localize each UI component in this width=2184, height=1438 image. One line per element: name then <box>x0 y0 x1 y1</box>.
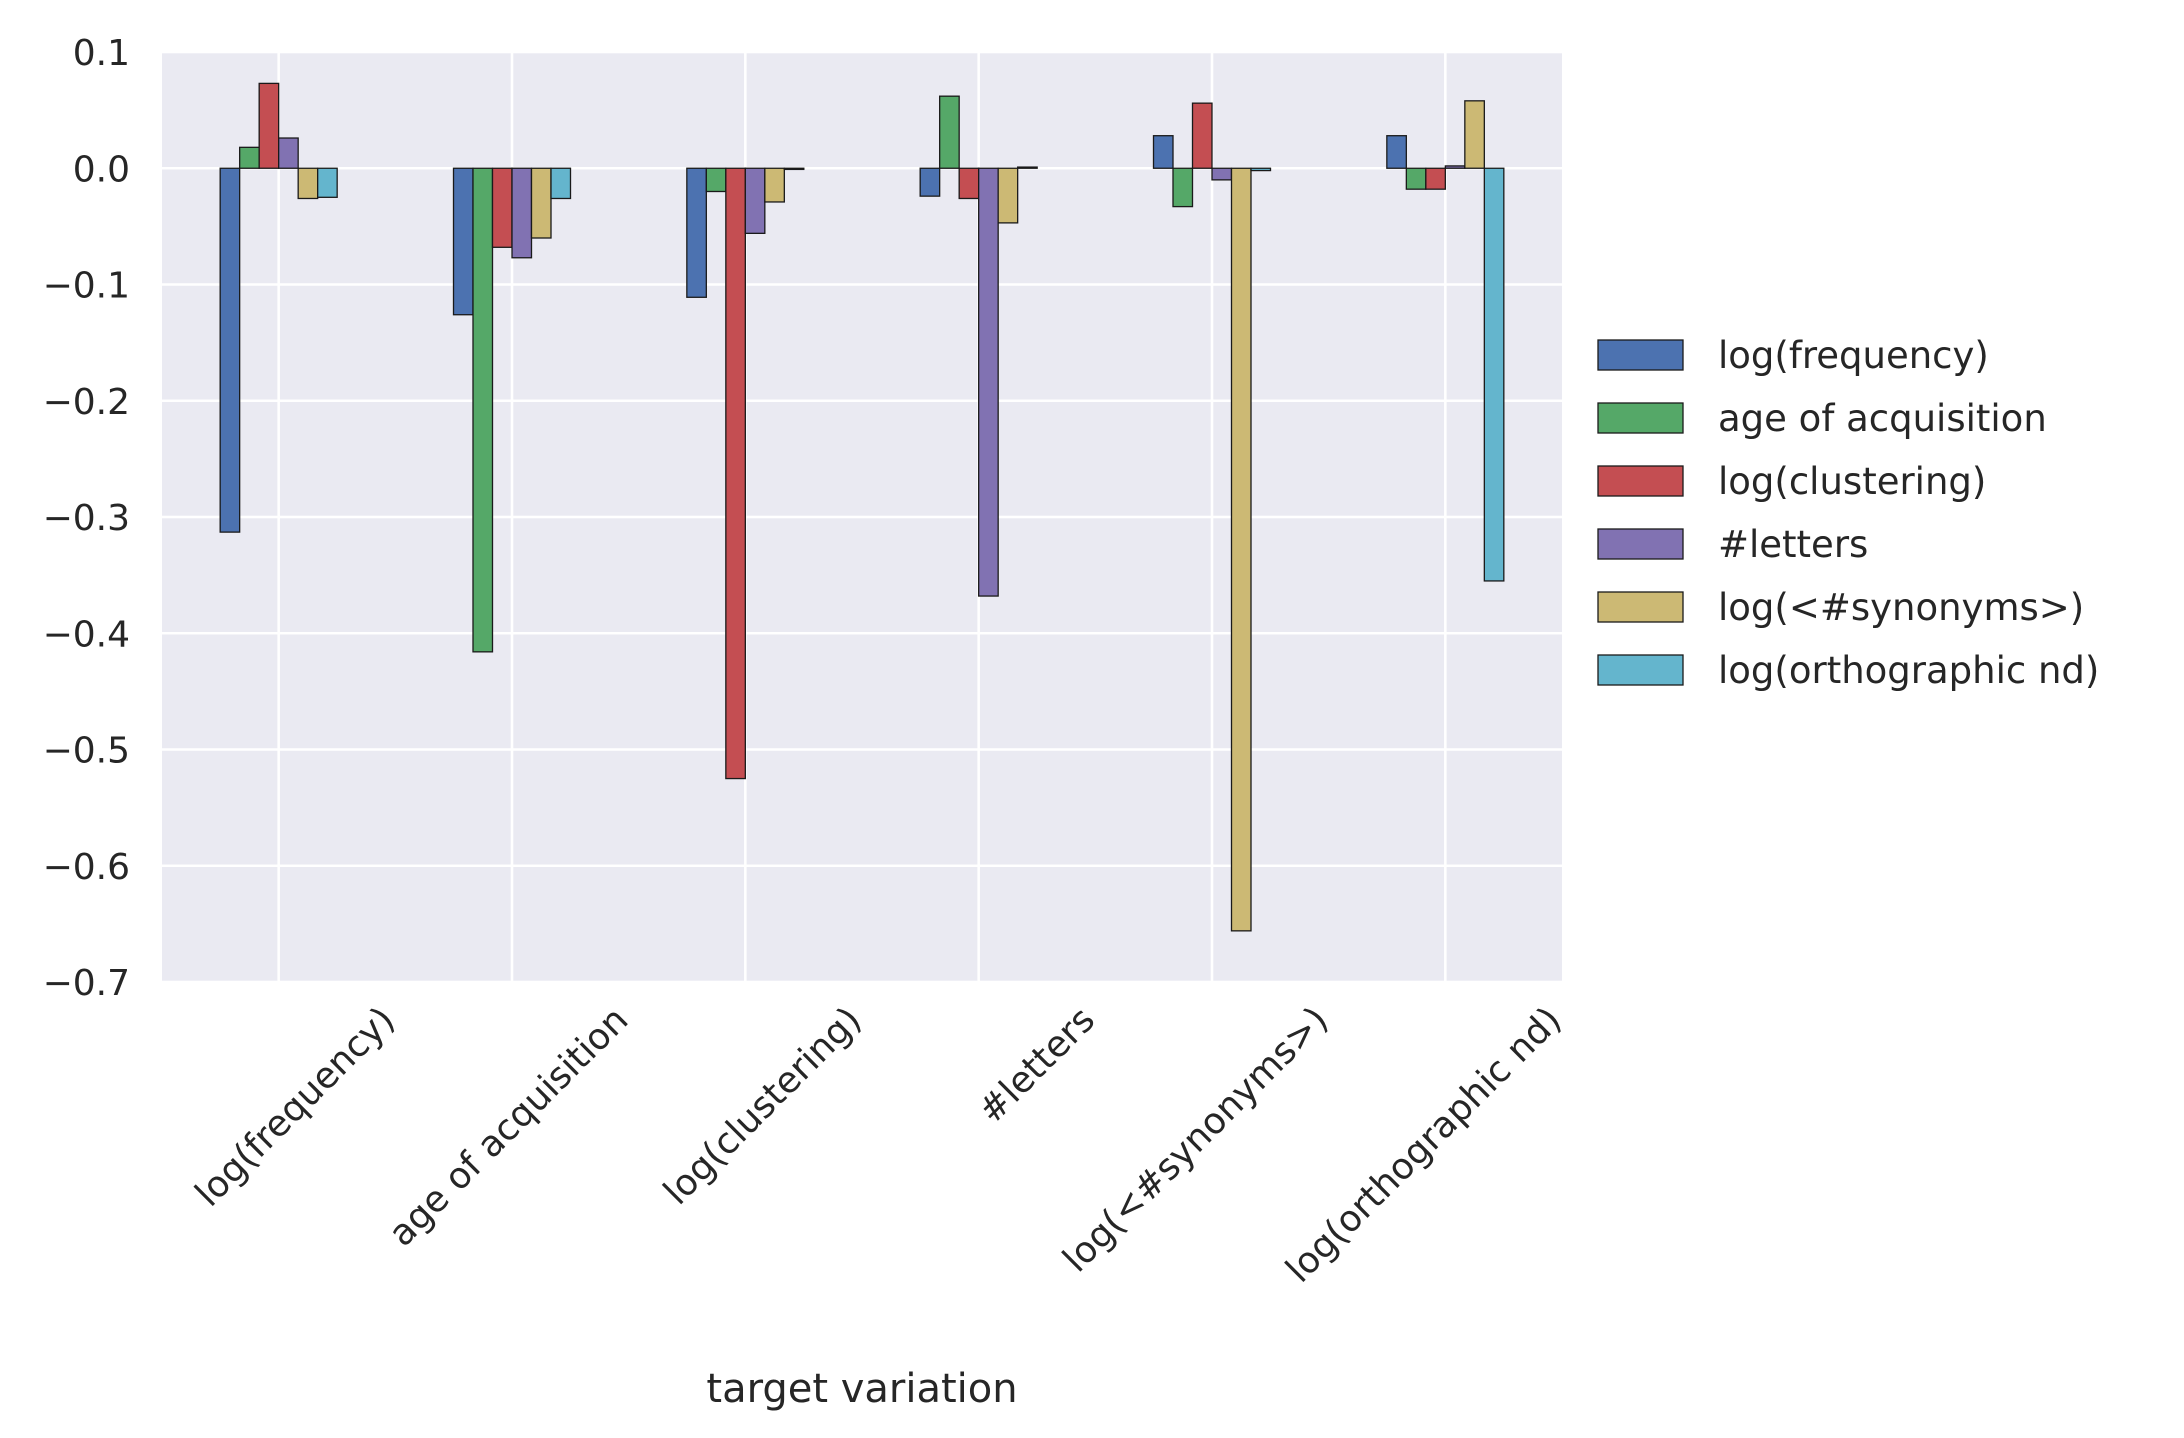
bar <box>239 146 260 169</box>
x-tick-label: age of acquisition <box>381 999 636 1254</box>
bar <box>472 167 494 653</box>
bar <box>958 167 980 200</box>
bar <box>278 137 299 169</box>
legend-label: log(frequency) <box>1718 334 1989 377</box>
x-axis-ticks: log(frequency)age of acquisition log(clus… <box>188 999 1570 1290</box>
bar <box>919 167 941 197</box>
grid-lines <box>162 50 1562 984</box>
legend-swatch <box>1597 528 1684 560</box>
y-tick-label: −0.7 <box>43 963 130 1004</box>
bar <box>1425 167 1446 190</box>
bar <box>550 167 572 200</box>
y-axis-ticks: 0.1 0.0 −0.1 −0.2 −0.3 −0.4 −0.5 −0.6 −0.7 <box>43 33 130 1004</box>
bar <box>978 167 999 597</box>
bar <box>1250 167 1272 172</box>
bar <box>1172 167 1194 208</box>
bar <box>1211 167 1233 181</box>
y-tick-label: −0.3 <box>43 498 130 539</box>
bar <box>686 167 707 298</box>
bar <box>1405 167 1427 190</box>
y-tick-label: 0.0 <box>73 149 130 190</box>
legend-label: log(clustering) <box>1718 460 1986 503</box>
legend-swatch <box>1597 591 1684 623</box>
x-tick-label: log(clustering) <box>656 999 870 1213</box>
bar <box>491 167 513 248</box>
legend-label: log(orthographic nd) <box>1718 649 2099 692</box>
bar <box>1191 102 1213 169</box>
bar <box>1152 135 1174 169</box>
bar <box>1444 165 1466 169</box>
bar <box>219 167 241 533</box>
legend-swatch <box>1597 654 1684 686</box>
bar <box>705 167 727 193</box>
bar <box>939 95 960 169</box>
x-tick-label: log(orthographic nd) <box>1278 999 1569 1290</box>
y-tick-label: −0.4 <box>43 614 130 655</box>
bar <box>764 167 785 203</box>
bar <box>511 167 533 259</box>
y-tick-label: −0.2 <box>43 382 130 423</box>
legend-swatch <box>1597 402 1684 434</box>
legend-label: age of acquisition <box>1718 397 2047 440</box>
legend-label: #letters <box>1718 523 1868 566</box>
bar <box>997 167 1019 224</box>
y-tick-label: −0.5 <box>43 731 130 772</box>
bar <box>1017 166 1038 169</box>
y-tick-label: −0.1 <box>43 266 130 307</box>
legend-swatch <box>1597 339 1684 371</box>
bar <box>1464 100 1485 169</box>
x-axis-label: target variation <box>706 1366 1017 1412</box>
legend: log(frequency) age of acquisition log(clus… <box>1597 334 2099 692</box>
bars <box>219 82 1505 932</box>
bar <box>1386 135 1407 169</box>
bar <box>1230 167 1252 932</box>
x-tick-label: #letters <box>971 999 1103 1131</box>
bar <box>744 167 766 234</box>
bar <box>297 167 319 200</box>
bar <box>725 167 746 780</box>
legend-swatch <box>1597 465 1684 497</box>
bar <box>530 167 552 239</box>
y-tick-label: 0.1 <box>73 33 130 74</box>
y-tick-label: −0.6 <box>43 847 130 888</box>
bar <box>783 167 805 171</box>
x-tick-label: log(<#synonyms>) <box>1055 999 1336 1280</box>
bar <box>317 167 338 198</box>
bar <box>258 82 280 169</box>
bar <box>452 167 474 316</box>
bar <box>1483 167 1505 582</box>
legend-label: log(<#synonyms>) <box>1718 586 2084 629</box>
x-tick-label: log(frequency) <box>188 999 403 1214</box>
